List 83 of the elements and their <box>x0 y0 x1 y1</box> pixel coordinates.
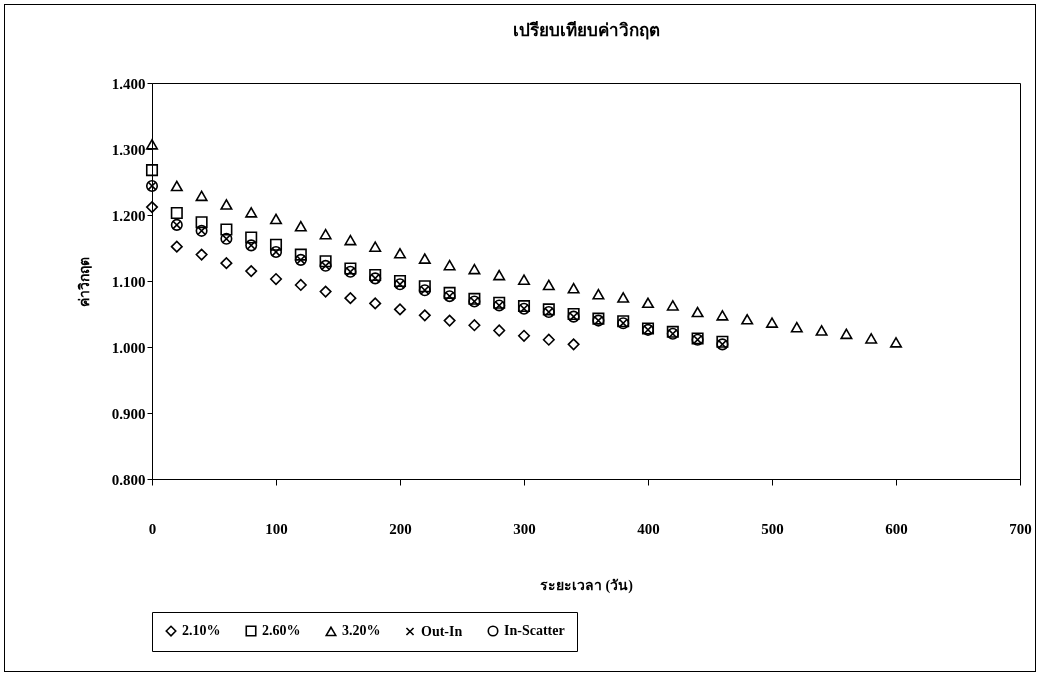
point <box>170 240 183 253</box>
x-tick-label: 700 <box>1009 520 1032 537</box>
point <box>245 265 258 278</box>
point <box>517 274 531 286</box>
point <box>666 300 679 311</box>
point <box>542 333 555 346</box>
point <box>468 263 481 275</box>
x-tick-label: 0 <box>148 520 157 537</box>
point <box>269 213 283 225</box>
point <box>145 139 159 150</box>
point <box>691 306 704 318</box>
point <box>195 190 208 202</box>
point <box>393 247 407 259</box>
y-tick-label: 1.100 <box>111 273 146 290</box>
point <box>369 241 382 253</box>
y-tick-label: 1.000 <box>111 339 146 356</box>
point <box>641 297 655 309</box>
point <box>170 206 183 220</box>
point <box>567 282 580 294</box>
point <box>542 279 555 291</box>
point <box>840 328 853 340</box>
point <box>294 220 307 232</box>
legend-label: 3.20% <box>342 623 381 639</box>
point <box>493 269 506 281</box>
x-tick-label: 100 <box>265 520 288 537</box>
point <box>517 329 531 342</box>
y-tick-label: 0.900 <box>111 405 146 422</box>
point <box>245 207 258 218</box>
point <box>418 253 431 264</box>
x-tick-label: 400 <box>637 520 660 537</box>
point <box>865 333 878 344</box>
x-tick-label: 500 <box>761 520 784 537</box>
legend-label: 2.60% <box>262 623 301 639</box>
point <box>443 286 456 299</box>
point <box>790 321 803 333</box>
point <box>468 319 481 332</box>
point <box>145 164 159 177</box>
point <box>245 231 258 244</box>
point <box>195 216 208 229</box>
point <box>418 309 431 322</box>
point <box>294 248 307 261</box>
point <box>393 274 407 288</box>
point <box>443 259 456 271</box>
legend-label: 2.10% <box>182 623 221 639</box>
point <box>443 314 456 327</box>
point <box>493 324 506 337</box>
chart-title: เปรียบเทียบค่าวิกฤต <box>512 20 660 40</box>
point <box>269 272 283 286</box>
point <box>765 317 779 328</box>
x-tick-label: 200 <box>389 520 412 537</box>
point <box>567 338 580 351</box>
legend-label: In-Scatter <box>504 623 565 639</box>
point <box>344 234 357 246</box>
point <box>716 309 729 321</box>
point <box>294 278 307 291</box>
legend-label: Out-In <box>421 623 463 639</box>
x-tick-label: 600 <box>885 520 908 537</box>
point <box>319 285 332 298</box>
point <box>393 303 407 316</box>
point <box>889 337 903 348</box>
y-tick-label: 1.400 <box>111 75 146 92</box>
y-tick-label: 0.800 <box>111 471 146 488</box>
point <box>592 288 605 300</box>
point <box>145 201 159 214</box>
point <box>220 199 233 210</box>
point <box>220 257 233 270</box>
y-tick-label: 1.300 <box>111 141 146 158</box>
point <box>741 313 754 325</box>
point <box>269 238 283 251</box>
point <box>418 280 431 293</box>
y-axis-title: ค่าวิกฤต <box>76 256 92 307</box>
y-tick-label: 1.200 <box>111 207 146 224</box>
x-tick-label: 300 <box>513 520 536 537</box>
point <box>195 248 208 261</box>
point <box>220 223 233 236</box>
point <box>319 228 332 240</box>
point <box>319 255 332 268</box>
point <box>344 292 357 305</box>
x-axis-title: ระยะเวลา (วัน) <box>540 577 634 594</box>
point <box>369 297 382 310</box>
point <box>815 325 828 336</box>
point <box>170 180 183 192</box>
point <box>617 292 630 303</box>
